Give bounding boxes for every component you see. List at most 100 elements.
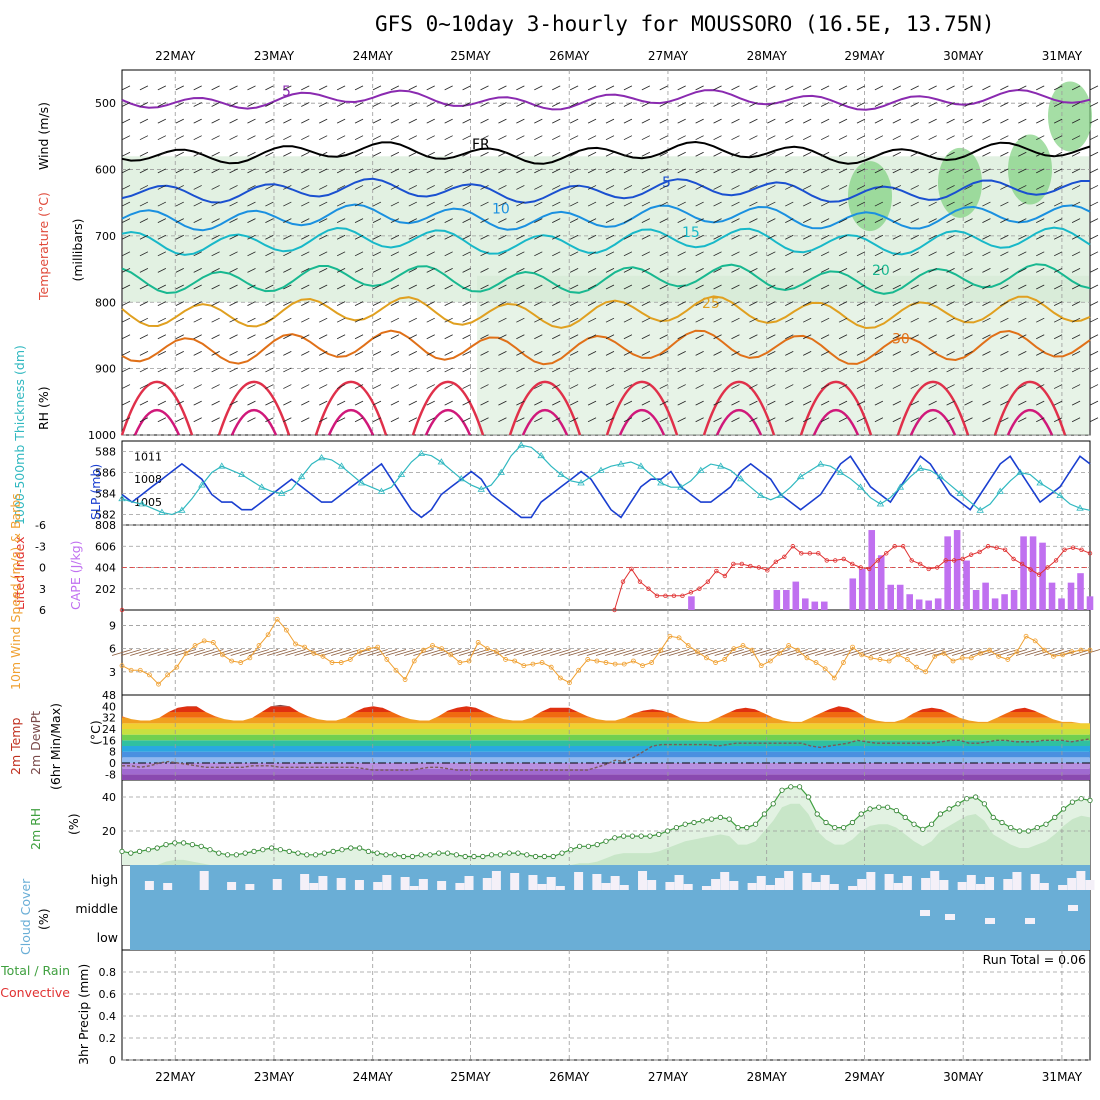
wind-barb <box>175 284 184 290</box>
wind-barb <box>193 168 202 174</box>
wind-barb <box>731 185 740 190</box>
wind-barb <box>892 400 901 406</box>
rh2m-marker <box>708 816 715 822</box>
y-label-cloud: Cloud Cover <box>18 878 33 955</box>
wind-barb <box>677 135 686 141</box>
temp-tick-label: 32 <box>102 712 116 725</box>
wind-barb <box>695 135 704 141</box>
wind-barb <box>193 102 202 107</box>
rh2m-marker <box>1025 828 1032 834</box>
wind-barb <box>239 649 260 656</box>
temp-bands <box>122 704 1090 780</box>
wind-barb <box>605 334 615 340</box>
rh2m-marker <box>251 848 257 855</box>
wind-barb <box>988 649 1009 656</box>
wind-barb <box>462 251 471 257</box>
wind-barb <box>336 301 346 306</box>
rh2m-marker <box>339 847 345 853</box>
wind-barb <box>605 317 615 323</box>
thickness-marker <box>1036 479 1044 486</box>
wind-barb <box>349 649 370 656</box>
wind-barb <box>695 384 704 389</box>
wind-barb <box>964 185 973 190</box>
wind-barb <box>247 284 256 290</box>
wind-barb <box>426 367 435 373</box>
isotherm-line <box>121 263 1091 295</box>
wind-barb <box>964 201 973 207</box>
wind-barb <box>121 185 131 190</box>
thickness-marker <box>178 506 186 513</box>
wind-speed-marker <box>941 650 947 656</box>
wind-barb <box>1071 118 1081 124</box>
temp-band <box>122 746 1090 752</box>
wind-barb <box>623 301 633 306</box>
wind-barb <box>390 284 400 290</box>
wind-barb <box>623 151 633 157</box>
rh2m-marker <box>664 828 671 834</box>
thickness-marker <box>597 466 605 473</box>
wind-barb <box>731 400 740 406</box>
wind-barb <box>354 234 364 240</box>
wind-barb <box>641 135 651 141</box>
slp-panel <box>121 440 1091 526</box>
wind-barb <box>838 234 848 240</box>
wind-barb <box>997 649 1018 656</box>
wind-speed-marker <box>1041 647 1047 653</box>
wind-barb <box>1000 334 1009 340</box>
wind-barb <box>964 251 973 257</box>
wind-barb <box>1000 85 1009 91</box>
wind-barb <box>390 218 400 223</box>
wind-barb <box>1036 168 1045 174</box>
wind-barb <box>319 400 328 406</box>
wind-barb <box>785 284 794 290</box>
wind-barb <box>193 234 202 240</box>
thickness-marker <box>577 479 585 486</box>
cloud-level-label: high <box>91 872 118 887</box>
y-label-rh: RH (%) <box>36 386 51 430</box>
wind-barb <box>838 284 848 290</box>
wind-barb <box>301 168 310 174</box>
wind-barb <box>175 218 184 223</box>
wind-barb <box>892 102 901 107</box>
cloud-high-gap <box>1058 885 1068 890</box>
wind-speed-marker <box>649 660 655 665</box>
wind-speed-marker <box>968 655 974 661</box>
wind-barb <box>838 102 848 107</box>
wind-barb <box>283 201 292 207</box>
wind-barb <box>265 201 274 207</box>
wind-barb <box>372 135 382 141</box>
wind-barb <box>283 268 292 273</box>
wind-barb <box>265 118 274 124</box>
cape-bar <box>982 582 989 610</box>
wind-barb <box>587 85 597 91</box>
wind-barb <box>301 400 310 406</box>
wind-barb <box>824 649 845 656</box>
wind-barb <box>713 301 722 306</box>
wind-barb <box>731 351 740 356</box>
wind-barb <box>569 151 579 157</box>
wind-barb <box>623 102 633 107</box>
wind-barb <box>166 649 187 656</box>
wind-barb <box>641 384 651 389</box>
wind-barb <box>139 118 149 124</box>
date-label-bottom: 24MAY <box>353 1070 394 1084</box>
run-total-label: Run Total = 0.06 <box>983 952 1086 967</box>
wind-barb <box>964 351 973 356</box>
wind-barb <box>910 367 919 373</box>
rh2m-marker <box>1016 828 1023 834</box>
wind-barb <box>695 317 704 323</box>
wind-barb <box>767 301 776 306</box>
wind-barb <box>1053 400 1063 406</box>
wind-barb <box>695 284 704 290</box>
wind-barb <box>587 218 597 223</box>
wind-barb <box>247 185 256 190</box>
wind-barb <box>910 218 919 223</box>
wind-barb <box>139 649 160 656</box>
rh2m-marker <box>717 814 724 821</box>
wind-barb <box>390 135 400 141</box>
temp-tick-label: 40 <box>102 700 116 713</box>
wind-barb <box>211 317 220 323</box>
wind-barb <box>534 234 543 240</box>
wind-barb <box>121 268 131 273</box>
temp-band <box>122 734 1090 741</box>
